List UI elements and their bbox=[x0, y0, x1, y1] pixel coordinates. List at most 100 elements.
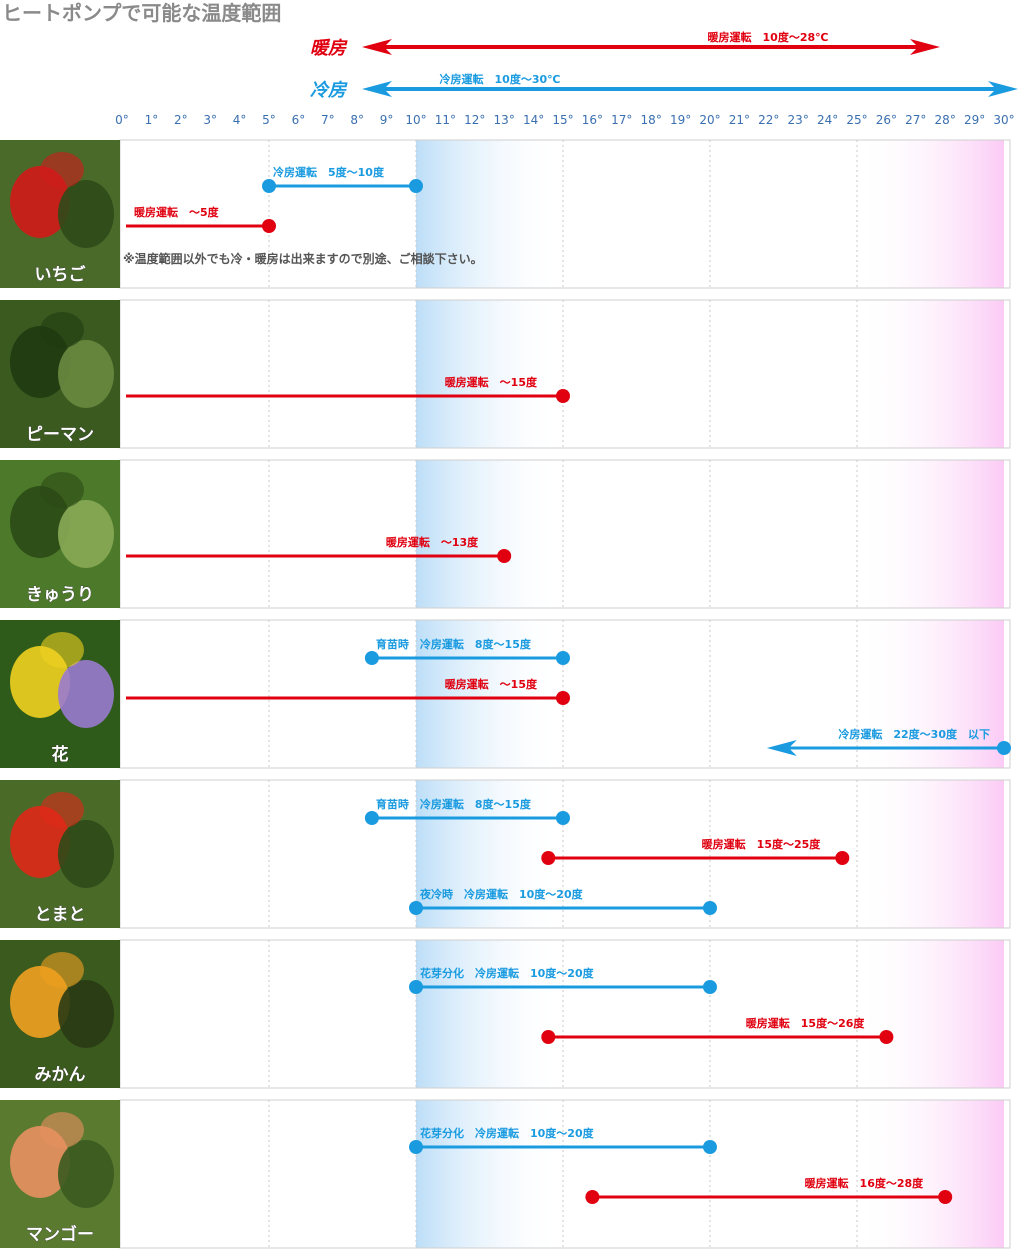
crop-image-shape bbox=[58, 820, 114, 888]
x-tick-label: 9° bbox=[380, 113, 394, 127]
x-tick-label: 22° bbox=[758, 113, 779, 127]
crop-image: とまと bbox=[0, 780, 120, 928]
crop-image-shape bbox=[58, 980, 114, 1048]
range-arrowhead bbox=[766, 740, 797, 756]
range-label: 暖房運転 15度～26度 bbox=[746, 1016, 866, 1030]
note-text: ※温度範囲以外でも冷・暖房は出来ますので別途、ご相談下さい。 bbox=[123, 251, 483, 266]
x-tick-label: 13° bbox=[494, 113, 515, 127]
x-tick-label: 2° bbox=[174, 113, 188, 127]
range-label: 花芽分化 冷房運転 10度～20度 bbox=[420, 1126, 595, 1140]
range-label: 花芽分化 冷房運転 10度～20度 bbox=[420, 966, 595, 980]
range-start-dot bbox=[541, 1030, 556, 1044]
crop-panel: きゅうり 暖房運転 ～13度 bbox=[0, 459, 1011, 609]
x-tick-label: 5° bbox=[262, 113, 276, 127]
warming-zone-shade bbox=[857, 620, 1004, 768]
range-end-dot bbox=[556, 691, 570, 705]
crop-image-shape bbox=[40, 472, 84, 508]
range-end-dot bbox=[938, 1190, 953, 1204]
range-bar: 育苗時 冷房運転 8度～15度 bbox=[364, 797, 570, 825]
crop-image-shape bbox=[40, 632, 84, 668]
range-label: 夜冷時 冷房運転 10度～20度 bbox=[419, 887, 584, 901]
x-tick-label: 18° bbox=[641, 113, 662, 127]
x-tick-label: 23° bbox=[788, 113, 809, 127]
crop-image-shape bbox=[58, 180, 114, 248]
legend-arrow-left-heating bbox=[362, 39, 392, 55]
crop-name: 花 bbox=[52, 744, 69, 765]
range-end-dot bbox=[556, 811, 570, 825]
crop-name: いちご bbox=[35, 264, 87, 285]
range-bar: 暖房運転 ～15度 bbox=[126, 375, 570, 403]
warming-zone-shade bbox=[857, 940, 1004, 1088]
crop-image-shape bbox=[58, 1140, 114, 1208]
x-tick-label: 7° bbox=[321, 113, 335, 127]
range-bar: 花芽分化 冷房運転 10度～20度 bbox=[409, 1126, 717, 1154]
range-bar: 暖房運転 ～5度 bbox=[126, 205, 276, 233]
range-end-dot bbox=[835, 851, 850, 865]
crop-image-shape bbox=[40, 792, 84, 828]
warming-zone-shade bbox=[857, 300, 1004, 448]
crop-name: とまと bbox=[35, 905, 86, 925]
x-tick-label: 25° bbox=[846, 113, 867, 127]
x-tick-label: 14° bbox=[523, 113, 544, 127]
range-end-dot bbox=[997, 741, 1011, 755]
range-label: 冷房運転 5度～10度 bbox=[273, 165, 385, 179]
cooling-zone-shade bbox=[416, 1100, 563, 1248]
x-tick-label: 28° bbox=[935, 113, 956, 127]
x-tick-label: 27° bbox=[905, 113, 926, 127]
range-bar: 暖房運転 ～15度 bbox=[126, 677, 570, 705]
crop-name: みかん bbox=[35, 1065, 86, 1085]
cooling-zone-shade bbox=[416, 620, 563, 768]
x-axis-ticks: 0° 1° 2° 3° 4° 5° 6° 7° 8° 9° 10° 11° 12° 13° 14° 15° 16… bbox=[115, 113, 1014, 127]
crop-image-shape bbox=[40, 312, 84, 348]
x-tick-label: 0° bbox=[115, 113, 129, 127]
legend-arrow-right-cooling bbox=[988, 81, 1018, 97]
range-end-dot bbox=[556, 651, 570, 665]
x-tick-label: 10° bbox=[405, 113, 426, 127]
cooling-zone-shade bbox=[416, 460, 563, 608]
cooling-zone-shade bbox=[416, 940, 563, 1088]
range-label: 冷房運転 22度～30度 以下 bbox=[838, 727, 990, 741]
range-end-dot bbox=[703, 980, 717, 994]
warming-zone-shade bbox=[857, 1100, 1004, 1248]
x-tick-label: 20° bbox=[699, 113, 720, 127]
x-tick-label: 19° bbox=[670, 113, 691, 127]
x-tick-label: 21° bbox=[729, 113, 750, 127]
legend-range-label-heating: 暖房運転 10度～28℃ bbox=[708, 30, 829, 44]
crop-panel: ピーマン 暖房運転 ～15度 bbox=[0, 299, 1011, 449]
crop-name: マンゴー bbox=[26, 1224, 94, 1245]
legend-name-heating: 暖房 bbox=[310, 38, 348, 59]
x-tick-label: 17° bbox=[611, 113, 632, 127]
range-bar: 暖房運転 16度～28度 bbox=[585, 1176, 953, 1204]
range-start-dot bbox=[409, 980, 423, 994]
range-label: 育苗時 冷房運転 8度～15度 bbox=[376, 637, 532, 651]
crop-image: 花 bbox=[0, 620, 120, 768]
range-label: 暖房運転 ～15度 bbox=[445, 375, 538, 389]
range-label: 育苗時 冷房運転 8度～15度 bbox=[376, 797, 532, 811]
x-tick-label: 12° bbox=[464, 113, 485, 127]
x-tick-label: 30° bbox=[993, 113, 1014, 127]
range-end-dot bbox=[262, 219, 276, 233]
chart-title: ヒートポンプで可能な温度範囲 bbox=[2, 1, 281, 25]
crop-image-shape bbox=[58, 660, 114, 728]
x-tick-label: 29° bbox=[964, 113, 985, 127]
range-label: 暖房運転 ～13度 bbox=[386, 535, 479, 549]
range-label: 暖房運転 ～15度 bbox=[445, 677, 538, 691]
crop-image: みかん bbox=[0, 940, 120, 1088]
range-label: 暖房運転 16度～28度 bbox=[805, 1176, 925, 1190]
x-tick-label: 1° bbox=[145, 113, 159, 127]
crop-image: マンゴー bbox=[0, 1100, 120, 1248]
range-end-dot bbox=[703, 901, 717, 915]
range-bar: 冷房運転 22度～30度 以下 bbox=[766, 727, 1011, 756]
crop-image: ピーマン bbox=[0, 300, 120, 448]
range-start-dot bbox=[409, 1140, 423, 1154]
range-bar: 暖房運転 15度～25度 bbox=[541, 837, 850, 865]
x-tick-label: 15° bbox=[552, 113, 573, 127]
x-tick-label: 4° bbox=[233, 113, 247, 127]
range-end-dot bbox=[703, 1140, 717, 1154]
x-tick-label: 11° bbox=[435, 113, 456, 127]
x-tick-label: 6° bbox=[292, 113, 306, 127]
